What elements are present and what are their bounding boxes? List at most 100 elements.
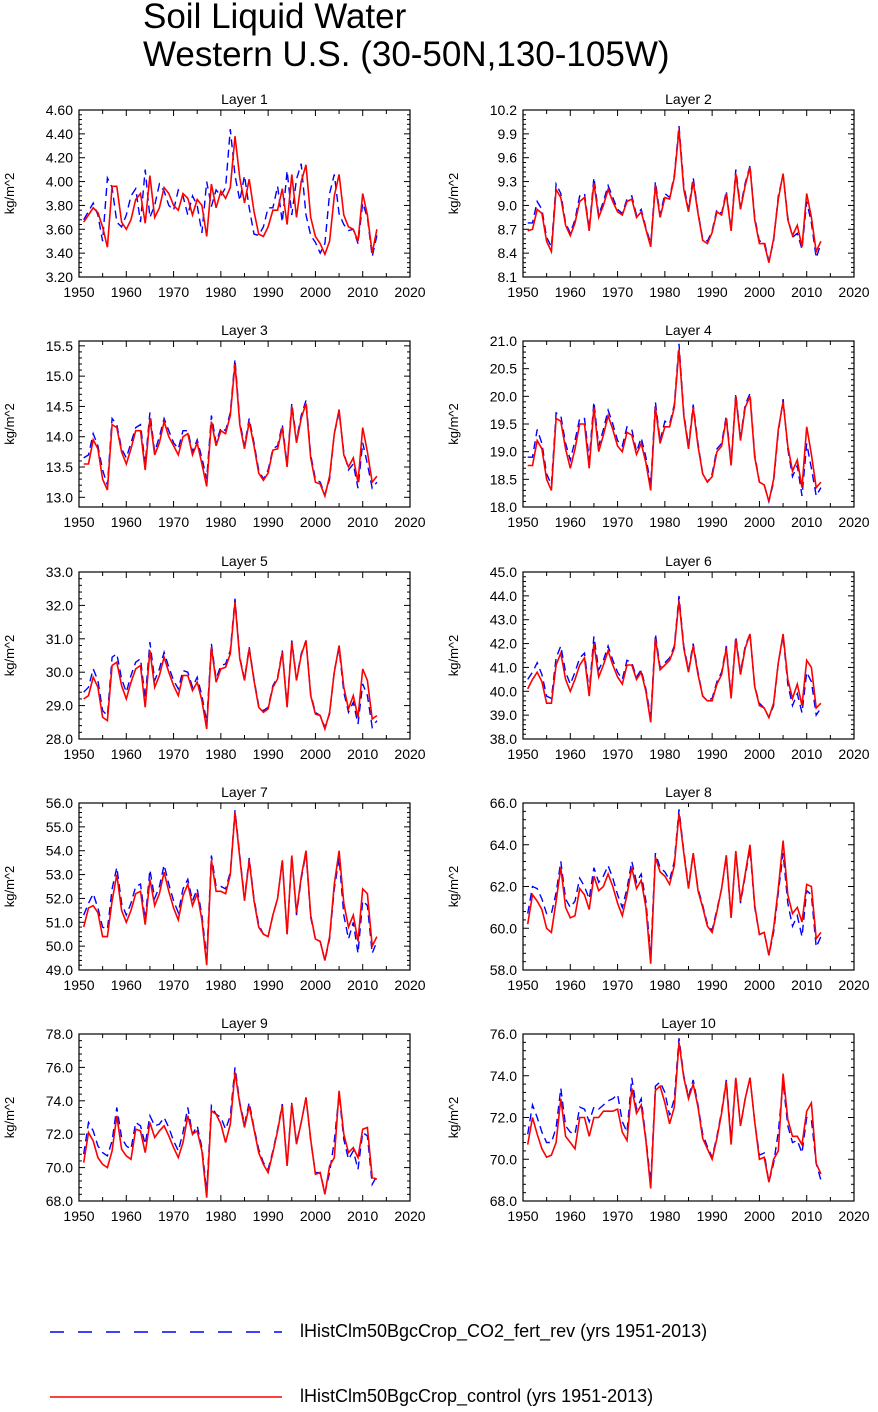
- layer-2-ytick-label: 9.0: [498, 197, 518, 213]
- layer-7-ytick-label: 54.0: [46, 843, 73, 859]
- layer-5-series-fert: [83, 598, 378, 730]
- layer-2-ytick-label: 9.9: [498, 126, 518, 142]
- layer-5-xtick-label: 1980: [205, 746, 236, 762]
- layer-4-series-control: [527, 349, 822, 502]
- layer-9-ytick-label: 68.0: [46, 1193, 73, 1209]
- layer-6-title: Layer 6: [665, 553, 712, 569]
- layer-2-chart: Layer 2 kg/m^2 1950 1960 1970 1980 1990 2000 201…: [446, 91, 870, 300]
- layer-7-ytick-label: 55.0: [46, 819, 73, 835]
- layer-3-ytick-label: 14.5: [46, 398, 73, 414]
- layer-5-frame: [78, 571, 411, 740]
- layer-10-title: Layer 10: [661, 1015, 716, 1031]
- layer-9-xtick-label: 2020: [394, 1208, 425, 1224]
- layer-1-ylabel: kg/m^2: [2, 173, 17, 215]
- layer-9-ytick-label: 72.0: [46, 1126, 73, 1142]
- layer-2-ytick-label: 9.3: [498, 174, 518, 190]
- layer-10-xtick-label: 1960: [555, 1208, 586, 1224]
- layer-5-series-control: [83, 602, 378, 732]
- layer-7-xtick-label: 1990: [253, 977, 284, 993]
- layer-9-xtick-label: 2000: [300, 1208, 331, 1224]
- layer-4-ytick-label: 21.0: [490, 333, 517, 349]
- layer-6-ytick-label: 44.0: [490, 588, 517, 604]
- layer-7-chart: Layer 7 kg/m^2 1950 1960 1970 1980 1990 2000 201…: [2, 784, 426, 993]
- layer-5-xtick-label: 1970: [158, 746, 189, 762]
- layer-2-ytick-label: 10.2: [490, 102, 517, 118]
- layer-2-series-fert: [527, 125, 822, 262]
- layer-6-xtick-label: 1970: [602, 746, 633, 762]
- layer-9-ytick-label: 76.0: [46, 1059, 73, 1075]
- main-title: Soil Liquid Water Western U.S. (30-50N,1…: [143, 0, 670, 74]
- layer-7-ytick-label: 50.0: [46, 938, 73, 954]
- layer-6-ytick-label: 45.0: [490, 564, 517, 580]
- layer-7-ytick-label: 53.0: [46, 867, 73, 883]
- layer-3-series-control: [83, 363, 378, 499]
- layer-6-xtick-label: 1950: [507, 746, 538, 762]
- layer-10-ytick-label: 72.0: [490, 1110, 517, 1126]
- layer-1-xtick-label: 1970: [158, 284, 189, 300]
- layer-1-xtick-label: 1950: [63, 284, 94, 300]
- layer-9-series-control: [82, 1072, 378, 1198]
- layer-7-title: Layer 7: [221, 784, 268, 800]
- layer-1-title: Layer 1: [221, 91, 268, 107]
- layer-6-series-fert: [527, 595, 822, 720]
- layer-6-xtick-label: 1990: [697, 746, 728, 762]
- layer-7-ylabel: kg/m^2: [2, 866, 17, 908]
- layer-6-xtick-label: 2010: [791, 746, 822, 762]
- layer-6-frame: [522, 571, 855, 740]
- layer-1-frame: [78, 109, 411, 278]
- layer-4-ytick-label: 18.5: [490, 471, 517, 487]
- layer-8-chart: Layer 8 kg/m^2 1950 1960 1970 1980 1990 2000 201…: [446, 784, 870, 993]
- layer-9-title: Layer 9: [221, 1015, 268, 1031]
- layer-2-title: Layer 2: [665, 91, 712, 107]
- layer-2-ylabel: kg/m^2: [446, 173, 461, 215]
- layer-5-xtick-label: 1990: [253, 746, 284, 762]
- layer-9-chart: Layer 9 kg/m^2 1950 1960 1970 1980 1990 2000 201…: [2, 1015, 426, 1224]
- layer-8-ytick-label: 64.0: [490, 837, 517, 853]
- layer-7-ytick-label: 52.0: [46, 890, 73, 906]
- layer-10-xtick-label: 2000: [744, 1208, 775, 1224]
- layer-1-xtick-label: 2010: [347, 284, 378, 300]
- layer-10-xtick-label: 1990: [697, 1208, 728, 1224]
- layer-10-xtick-label: 2020: [838, 1208, 869, 1224]
- layer-1-xtick-label: 2020: [394, 284, 425, 300]
- layer-6-xtick-label: 1960: [555, 746, 586, 762]
- layer-8-xtick-label: 2000: [744, 977, 775, 993]
- layer-4-chart: Layer 4 kg/m^2 1950 1960 1970 1980 1990 2000 201…: [446, 322, 870, 530]
- layer-6-xtick-label: 2000: [744, 746, 775, 762]
- layer-4-ytick-label: 19.0: [490, 444, 517, 460]
- layer-8-series-fert: [527, 809, 822, 956]
- layer-10-ytick-label: 68.0: [490, 1193, 517, 1209]
- legend: lHistClm50BgcCrop_CO2_fert_rev (yrs 1951…: [0, 1310, 878, 1410]
- layer-4-series-fert: [527, 343, 822, 505]
- layer-8-series-control: [526, 813, 822, 964]
- layer-8-ytick-label: 58.0: [490, 962, 517, 978]
- layer-5-ylabel: kg/m^2: [2, 635, 17, 677]
- layer-3-xtick-label: 2020: [394, 514, 425, 530]
- layer-6-xtick-label: 2020: [838, 746, 869, 762]
- layer-7-ytick-label: 51.0: [46, 914, 73, 930]
- layer-2-xtick-label: 1980: [649, 284, 680, 300]
- layer-1-xtick-label: 1960: [111, 284, 142, 300]
- layer-5-chart: Layer 5 kg/m^2 1950 1960 1970 1980 1990 2000 201…: [2, 553, 426, 762]
- layer-10-xtick-label: 2010: [791, 1208, 822, 1224]
- layer-6-ytick-label: 43.0: [490, 612, 517, 628]
- layer-2-xtick-label: 1970: [602, 284, 633, 300]
- layer-8-xtick-label: 1960: [555, 977, 586, 993]
- layer-6-ytick-label: 42.0: [490, 636, 517, 652]
- layer-7-xtick-label: 2020: [394, 977, 425, 993]
- layer-5-ytick-label: 28.0: [46, 731, 73, 747]
- layer-3-xtick-label: 2000: [300, 514, 331, 530]
- layer-4-xtick-label: 2010: [791, 514, 822, 530]
- layer-4-ytick-label: 20.0: [490, 388, 517, 404]
- layer-8-xtick-label: 1980: [649, 977, 680, 993]
- layer-4-xtick-label: 2020: [838, 514, 869, 530]
- layer-8-ytick-label: 62.0: [490, 879, 517, 895]
- layer-1-ytick-label: 3.60: [46, 221, 73, 237]
- layer-4-xtick-label: 1960: [555, 514, 586, 530]
- layer-2-frame: [522, 109, 855, 278]
- layer-10-xtick-label: 1980: [649, 1208, 680, 1224]
- layer-4-ytick-label: 20.5: [490, 361, 517, 377]
- layer-9-ytick-label: 78.0: [46, 1026, 73, 1042]
- layer-5-ytick-label: 30.0: [46, 664, 73, 680]
- layer-4-xtick-label: 1990: [697, 514, 728, 530]
